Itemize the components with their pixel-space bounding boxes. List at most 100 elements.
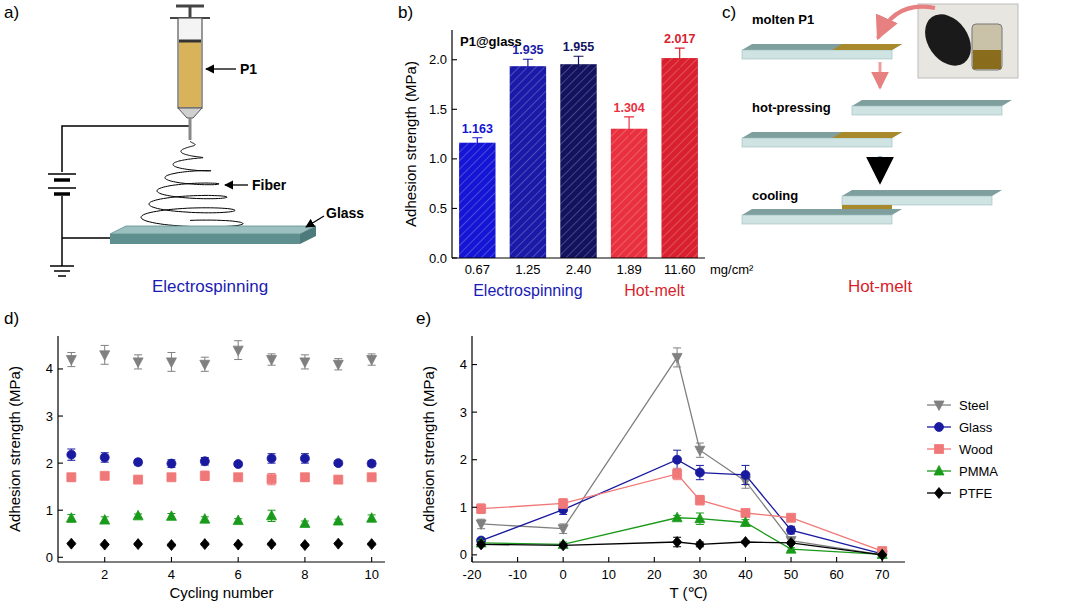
- y-tick-label: 1.0: [429, 151, 447, 166]
- y-axis: [451, 30, 452, 258]
- marker: [134, 539, 143, 550]
- y-tick-label: 2.0: [429, 52, 447, 67]
- legend-marker: [935, 445, 944, 454]
- y-tick: [472, 364, 477, 365]
- marker: [167, 540, 176, 551]
- x-tick-label: 2: [101, 567, 108, 582]
- legend-marker: [935, 488, 944, 499]
- error-bar: [134, 355, 142, 369]
- marker: [166, 511, 176, 521]
- x-tick: [371, 557, 372, 562]
- error-bar: [696, 443, 704, 457]
- error-bar: [201, 457, 209, 465]
- figure: a)b)c)d)e)P1FiberGlassElectrospinningmol…: [0, 0, 1080, 609]
- marker: [334, 538, 343, 549]
- glass-side: [300, 226, 316, 244]
- annotation: P1@glass: [460, 34, 522, 49]
- marker: [740, 517, 750, 527]
- error-bar: [673, 348, 681, 367]
- x-axis: [452, 257, 705, 258]
- y-tick: [452, 257, 457, 258]
- legend-label: PTFE: [959, 486, 993, 501]
- error-bar: [673, 537, 681, 547]
- series-line: [481, 460, 882, 554]
- y-tick-label: 1.5: [429, 102, 447, 117]
- x-axis-title: Cycling number: [169, 584, 273, 601]
- slab-top: [742, 209, 902, 215]
- panel-letter: b): [398, 3, 413, 22]
- battery-plate: [48, 187, 76, 189]
- marker: [267, 454, 276, 463]
- data-label: 1.304: [613, 101, 644, 115]
- slab-front: [852, 106, 1002, 115]
- x-tick-label: 1.89: [616, 262, 641, 277]
- legend-marker: [934, 466, 944, 476]
- x-tick: [517, 557, 518, 562]
- marker: [100, 471, 109, 480]
- marker: [476, 520, 486, 530]
- marker: [200, 360, 210, 370]
- marker: [234, 473, 243, 482]
- y-tick-label: 3: [46, 409, 53, 424]
- slab-top: [742, 132, 902, 138]
- marker: [67, 473, 76, 482]
- y-tick-label: 3: [460, 405, 467, 420]
- series-line: [481, 474, 882, 551]
- error-bar: [167, 460, 175, 468]
- x-tick-label: 0.67: [465, 262, 490, 277]
- error-bar: [101, 345, 109, 364]
- group-label: Electrospinning: [473, 282, 582, 299]
- series-line: [481, 542, 882, 555]
- marker: [200, 514, 210, 524]
- p1-layer: [842, 205, 892, 209]
- bar-hatch: [510, 66, 546, 258]
- bar: [661, 58, 697, 258]
- legend-label: PMMA: [959, 464, 998, 479]
- marker: [300, 454, 309, 463]
- marker: [166, 358, 176, 368]
- x-tick: [471, 557, 472, 562]
- bar: [510, 66, 546, 258]
- arrow: [878, 7, 935, 38]
- marker: [695, 446, 705, 456]
- error-bar: [675, 48, 685, 68]
- error-bar: [234, 341, 242, 360]
- marker: [200, 471, 209, 480]
- marker: [67, 450, 76, 459]
- y-tick: [58, 557, 63, 558]
- error-bar: [477, 504, 485, 514]
- plot-area: [66, 341, 376, 551]
- marker: [134, 458, 143, 467]
- group-label: Hot-melt: [624, 282, 685, 299]
- x-tick-label: 4: [168, 567, 175, 582]
- marker: [477, 539, 486, 550]
- series-line: [481, 357, 882, 554]
- y-tick: [472, 507, 477, 508]
- error-bar: [368, 354, 376, 365]
- x-tick: [654, 557, 655, 562]
- y-tick: [472, 412, 477, 413]
- panel-letter: d): [4, 309, 19, 328]
- legend-label: Steel: [959, 398, 989, 413]
- marker: [66, 513, 76, 523]
- error-bar: [268, 354, 276, 365]
- marker: [300, 518, 310, 528]
- slab-front: [842, 196, 992, 205]
- marker: [367, 539, 376, 550]
- bar-hatch: [459, 143, 495, 258]
- marker: [100, 351, 110, 361]
- marker: [67, 538, 76, 549]
- x-tick-label: 1.25: [515, 262, 540, 277]
- bar-hatch: [560, 64, 596, 258]
- marker: [133, 510, 143, 520]
- ground: [54, 270, 70, 272]
- plot-area: [476, 348, 887, 560]
- y-axis: [471, 336, 472, 562]
- x-axis-title: T (℃): [669, 584, 707, 601]
- error-bar: [67, 352, 75, 366]
- x-tick-label: 0: [560, 567, 567, 582]
- caption: Electrospinning: [152, 277, 268, 296]
- x-tick: [745, 557, 746, 562]
- error-bar: [673, 468, 681, 479]
- x-tick: [238, 557, 239, 562]
